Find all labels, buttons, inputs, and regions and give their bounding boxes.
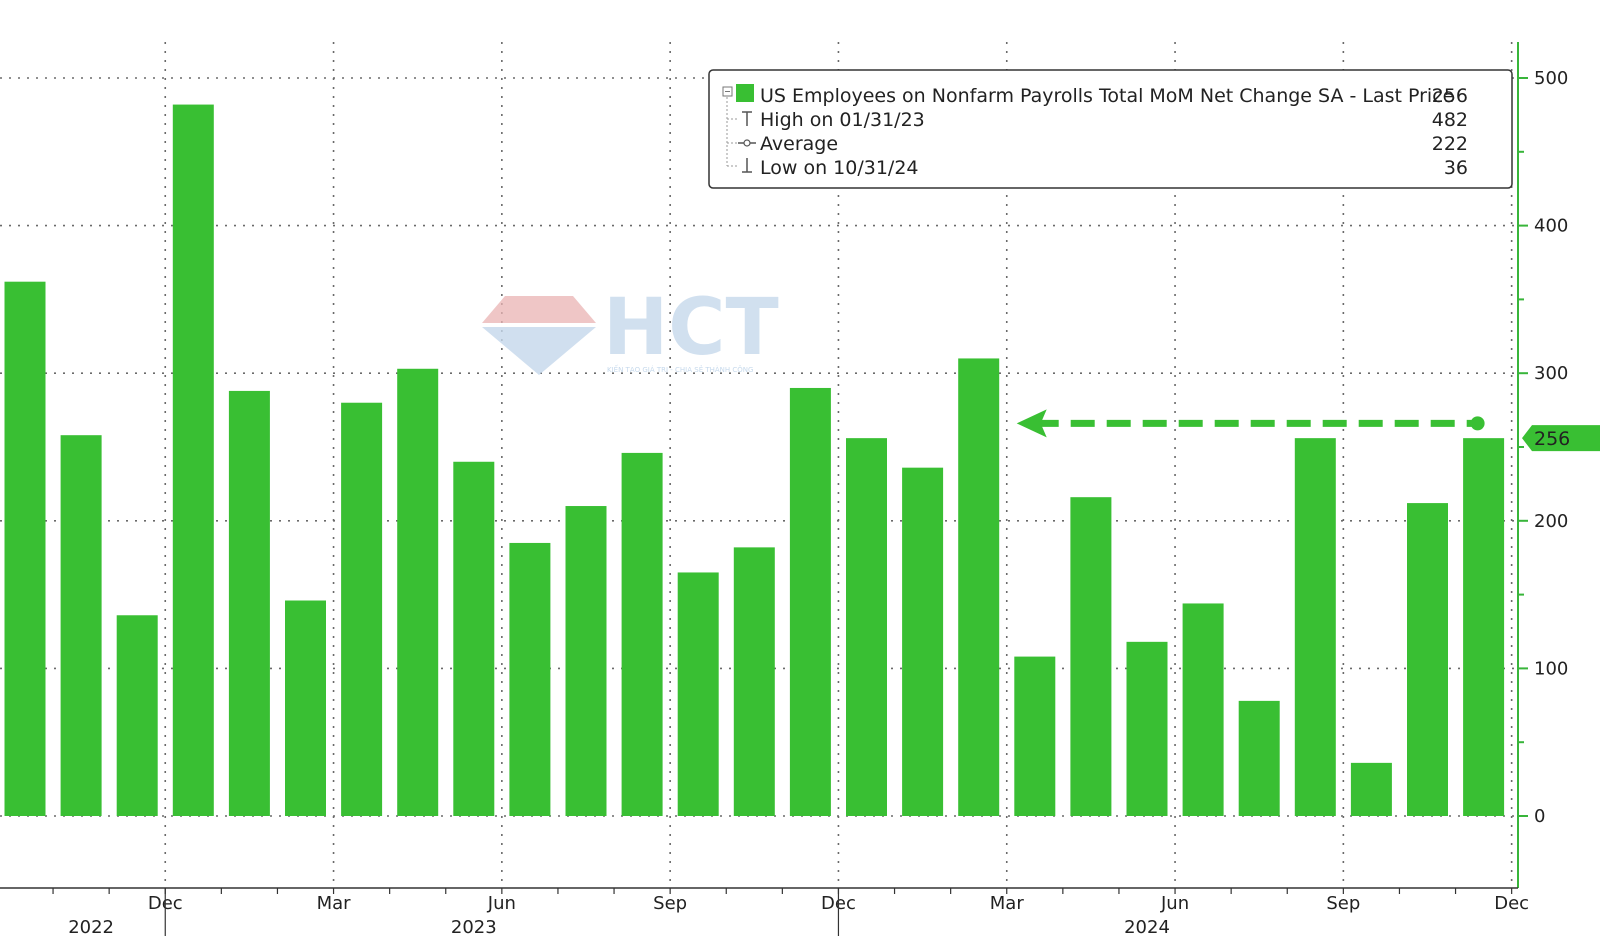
bars (4, 104, 1505, 817)
bar-2023-08 (565, 506, 607, 816)
x-tick-label-1: Mar (317, 893, 352, 914)
bar-2024-11 (1407, 503, 1448, 816)
y-tick-label-0: 0 (1534, 806, 1545, 827)
y-tick-label-400: 400 (1534, 216, 1568, 237)
bar-2022-12 (116, 615, 158, 816)
y-tick-label-300: 300 (1534, 363, 1568, 384)
x-year-label-2023: 2023 (451, 917, 497, 936)
bar-2023-02 (228, 390, 270, 816)
bar-2023-01 (172, 104, 214, 817)
legend-row-label-average: Average (760, 133, 838, 155)
y-tick-label-100: 100 (1534, 658, 1568, 679)
x-tick-label-2: Jun (487, 893, 516, 914)
watermark: HCT KIẾN TẠO GIÁ TRỊ - CHIA SẺ THÀNH CÔN… (482, 283, 779, 375)
legend-row-label-high: High on 01/31/23 (760, 109, 925, 131)
bar-2024-04 (1014, 656, 1056, 816)
last-price-tag (1522, 425, 1600, 452)
legend-row-value-high: 482 (1432, 109, 1468, 131)
legend-row-value-low: 36 (1444, 157, 1468, 179)
watermark-logo-top (482, 296, 596, 323)
legend: US Employees on Nonfarm Payrolls Total M… (708, 69, 1513, 189)
bar-2023-11 (733, 547, 775, 816)
bar-2023-04 (341, 402, 383, 816)
bar-2023-10 (677, 572, 719, 816)
x-tick-label-8: Dec (1494, 893, 1529, 914)
bar-2023-07 (509, 542, 551, 816)
legend-row-label-low: Low on 10/31/24 (760, 157, 919, 179)
legend-last-price: 256 (1432, 85, 1468, 107)
x-tick-label-5: Mar (990, 893, 1025, 914)
bar-2024-02 (902, 467, 944, 816)
high-marker-icon (742, 111, 752, 126)
x-year-label-2024: 2024 (1124, 917, 1170, 936)
x-tick-label-6: Jun (1160, 893, 1189, 914)
bar-2023-06 (453, 461, 495, 816)
bar-2022-10 (4, 281, 46, 816)
watermark-logo-bottom (482, 327, 596, 375)
bar-2024-10 (1350, 762, 1392, 816)
y-tick-label-200: 200 (1534, 511, 1568, 532)
bar-2024-06 (1126, 641, 1168, 816)
bar-2023-12 (789, 387, 831, 816)
bar-2023-03 (285, 600, 326, 816)
x-tick-label-7: Sep (1326, 893, 1360, 914)
watermark-text: HCT (603, 283, 779, 373)
bar-2023-09 (621, 452, 663, 816)
average-marker-dot (743, 139, 751, 147)
bar-2024-05 (1070, 497, 1112, 816)
bar-2024-08 (1238, 700, 1280, 816)
last-price-arrow-icon (1016, 409, 1047, 438)
legend-row-value-average: 222 (1432, 133, 1468, 155)
bar-2024-07 (1182, 603, 1224, 816)
bar-2022-11 (60, 435, 102, 816)
y-tick-label-500: 500 (1534, 68, 1568, 89)
bar-2023-05 (397, 368, 439, 816)
x-year-label-2022: 2022 (68, 917, 114, 936)
last-price-dot (1470, 416, 1485, 431)
legend-series-name: US Employees on Nonfarm Payrolls Total M… (760, 85, 1454, 107)
legend-box (708, 69, 1513, 189)
bar-2024-03 (958, 358, 1000, 816)
bar-2024-01 (846, 438, 887, 816)
watermark-subtext: KIẾN TẠO GIÁ TRỊ - CHIA SẺ THÀNH CÔNG (607, 364, 753, 374)
x-tick-label-3: Sep (653, 893, 687, 914)
bar-2024-09 (1294, 438, 1336, 816)
low-marker-icon (742, 158, 752, 173)
last-price-reference (1016, 409, 1485, 438)
last-price-tag-label: 256 (1534, 428, 1570, 450)
bar-2024-12 (1463, 438, 1505, 816)
legend-swatch (736, 84, 754, 102)
